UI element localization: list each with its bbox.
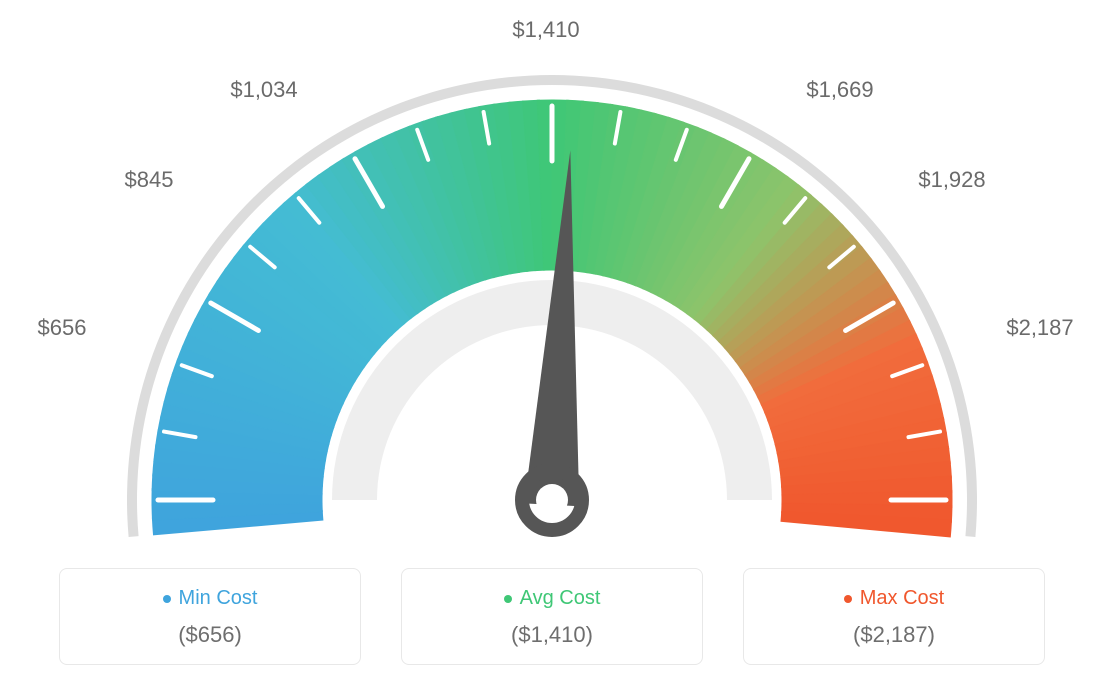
gauge-tick-label: $1,410 — [512, 17, 579, 43]
gauge-tick-label: $1,669 — [806, 77, 873, 103]
gauge-chart-container: $656 $845 $1,034 $1,410 $1,669 $1,928 $2,187 M… — [0, 0, 1104, 690]
gauge-tick-label: $1,034 — [230, 77, 297, 103]
legend-min-value: ($656) — [60, 622, 360, 648]
legend-avg-dot — [504, 595, 512, 603]
gauge-tick-label: $845 — [125, 167, 174, 193]
legend-min-dot — [163, 595, 171, 603]
legend-min-label: Min Cost — [179, 587, 258, 610]
legend-card-max: Max Cost ($2,187) — [743, 568, 1045, 665]
gauge-tick-label: $1,928 — [918, 167, 985, 193]
gauge-tick-label: $2,187 — [1006, 315, 1073, 341]
legend-avg-header: Avg Cost — [402, 587, 702, 610]
legend-row: Min Cost ($656) Avg Cost ($1,410) Max Co… — [0, 568, 1104, 665]
legend-max-label: Max Cost — [860, 587, 944, 610]
legend-min-header: Min Cost — [60, 587, 360, 610]
legend-card-min: Min Cost ($656) — [59, 568, 361, 665]
legend-avg-label: Avg Cost — [520, 587, 601, 610]
gauge-svg — [0, 0, 1104, 560]
legend-max-value: ($2,187) — [744, 622, 1044, 648]
legend-max-header: Max Cost — [744, 587, 1044, 610]
gauge-area: $656 $845 $1,034 $1,410 $1,669 $1,928 $2,187 — [0, 0, 1104, 560]
legend-card-avg: Avg Cost ($1,410) — [401, 568, 703, 665]
gauge-tick-label: $656 — [38, 315, 87, 341]
legend-avg-value: ($1,410) — [402, 622, 702, 648]
legend-max-dot — [844, 595, 852, 603]
